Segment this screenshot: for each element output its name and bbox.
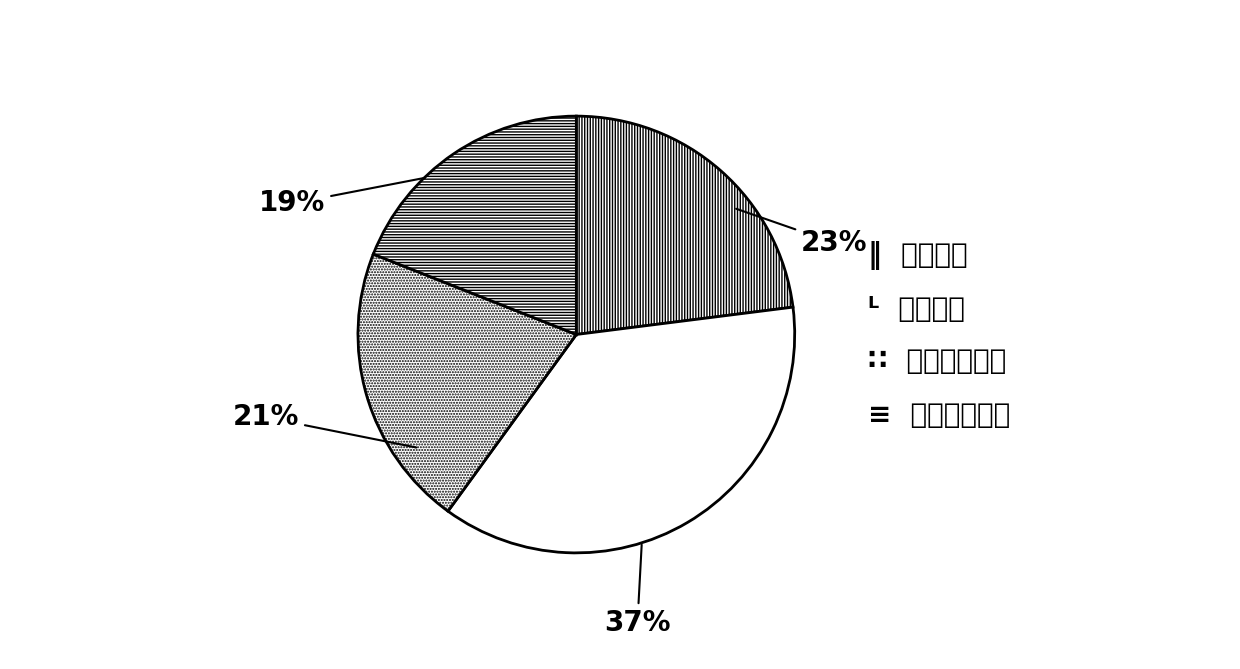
Wedge shape bbox=[577, 116, 792, 334]
Wedge shape bbox=[448, 307, 795, 553]
Legend: ‖  还贷费用, ᴸ  燃料费用, ∷  运行维护费用, ≡  设备替换费用: ‖ 还贷费用, ᴸ 燃料费用, ∷ 运行维护费用, ≡ 设备替换费用 bbox=[868, 240, 1011, 429]
Wedge shape bbox=[373, 116, 577, 334]
Text: 23%: 23% bbox=[737, 209, 867, 257]
Text: 21%: 21% bbox=[233, 403, 417, 448]
Wedge shape bbox=[358, 254, 577, 511]
Text: 19%: 19% bbox=[259, 178, 425, 217]
Text: 37%: 37% bbox=[604, 545, 671, 637]
